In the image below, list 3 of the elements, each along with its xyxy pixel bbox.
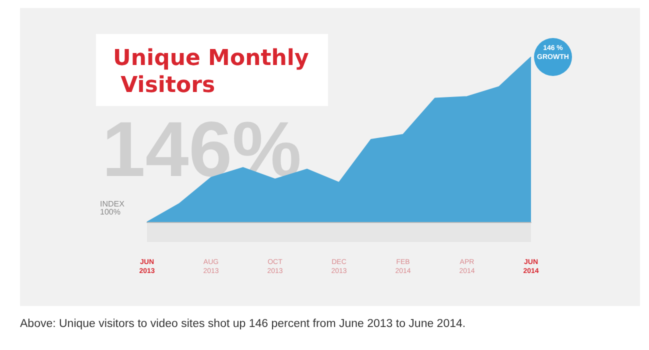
chart-title: Unique Monthly Visitors bbox=[113, 46, 309, 98]
text: INDEX 100% bbox=[100, 200, 126, 216]
text: Above: Unique visitors to video sites shot up 146 percent from June 2013 to June 2014. bbox=[20, 318, 466, 330]
